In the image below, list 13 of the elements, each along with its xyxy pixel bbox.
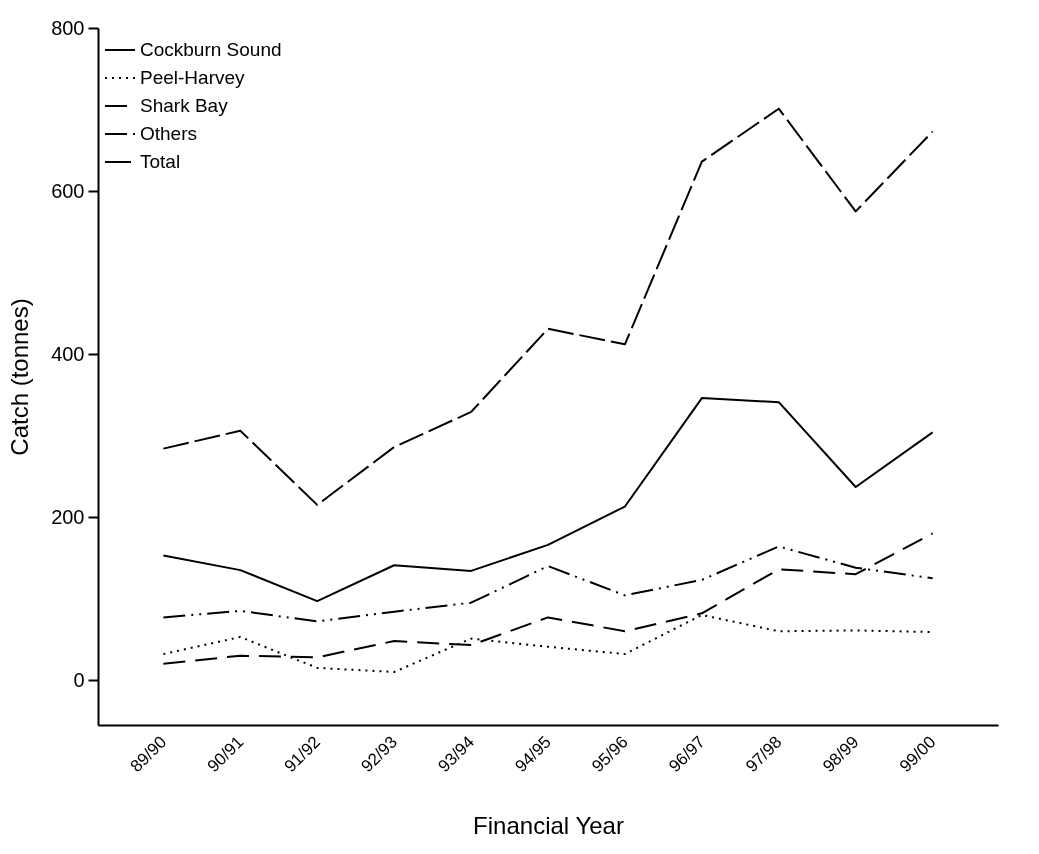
legend-label: Shark Bay [140,95,229,116]
legend-label: Others [140,123,198,144]
y-tick-label: 800 [51,16,85,39]
y-axis-title: Catch (tonnes) [6,298,34,456]
line-series [162,397,934,603]
y-tick-label: 600 [51,179,85,202]
y-tick-label: 400 [51,342,85,365]
y-tick-label: 0 [73,668,85,691]
y-tick-label: 200 [51,505,85,528]
legend-label: Peel-Harvey [140,67,246,88]
legend-label: Total [140,151,181,172]
legend-label: Cockburn Sound [140,39,282,60]
x-axis-title: Financial Year [473,812,624,840]
